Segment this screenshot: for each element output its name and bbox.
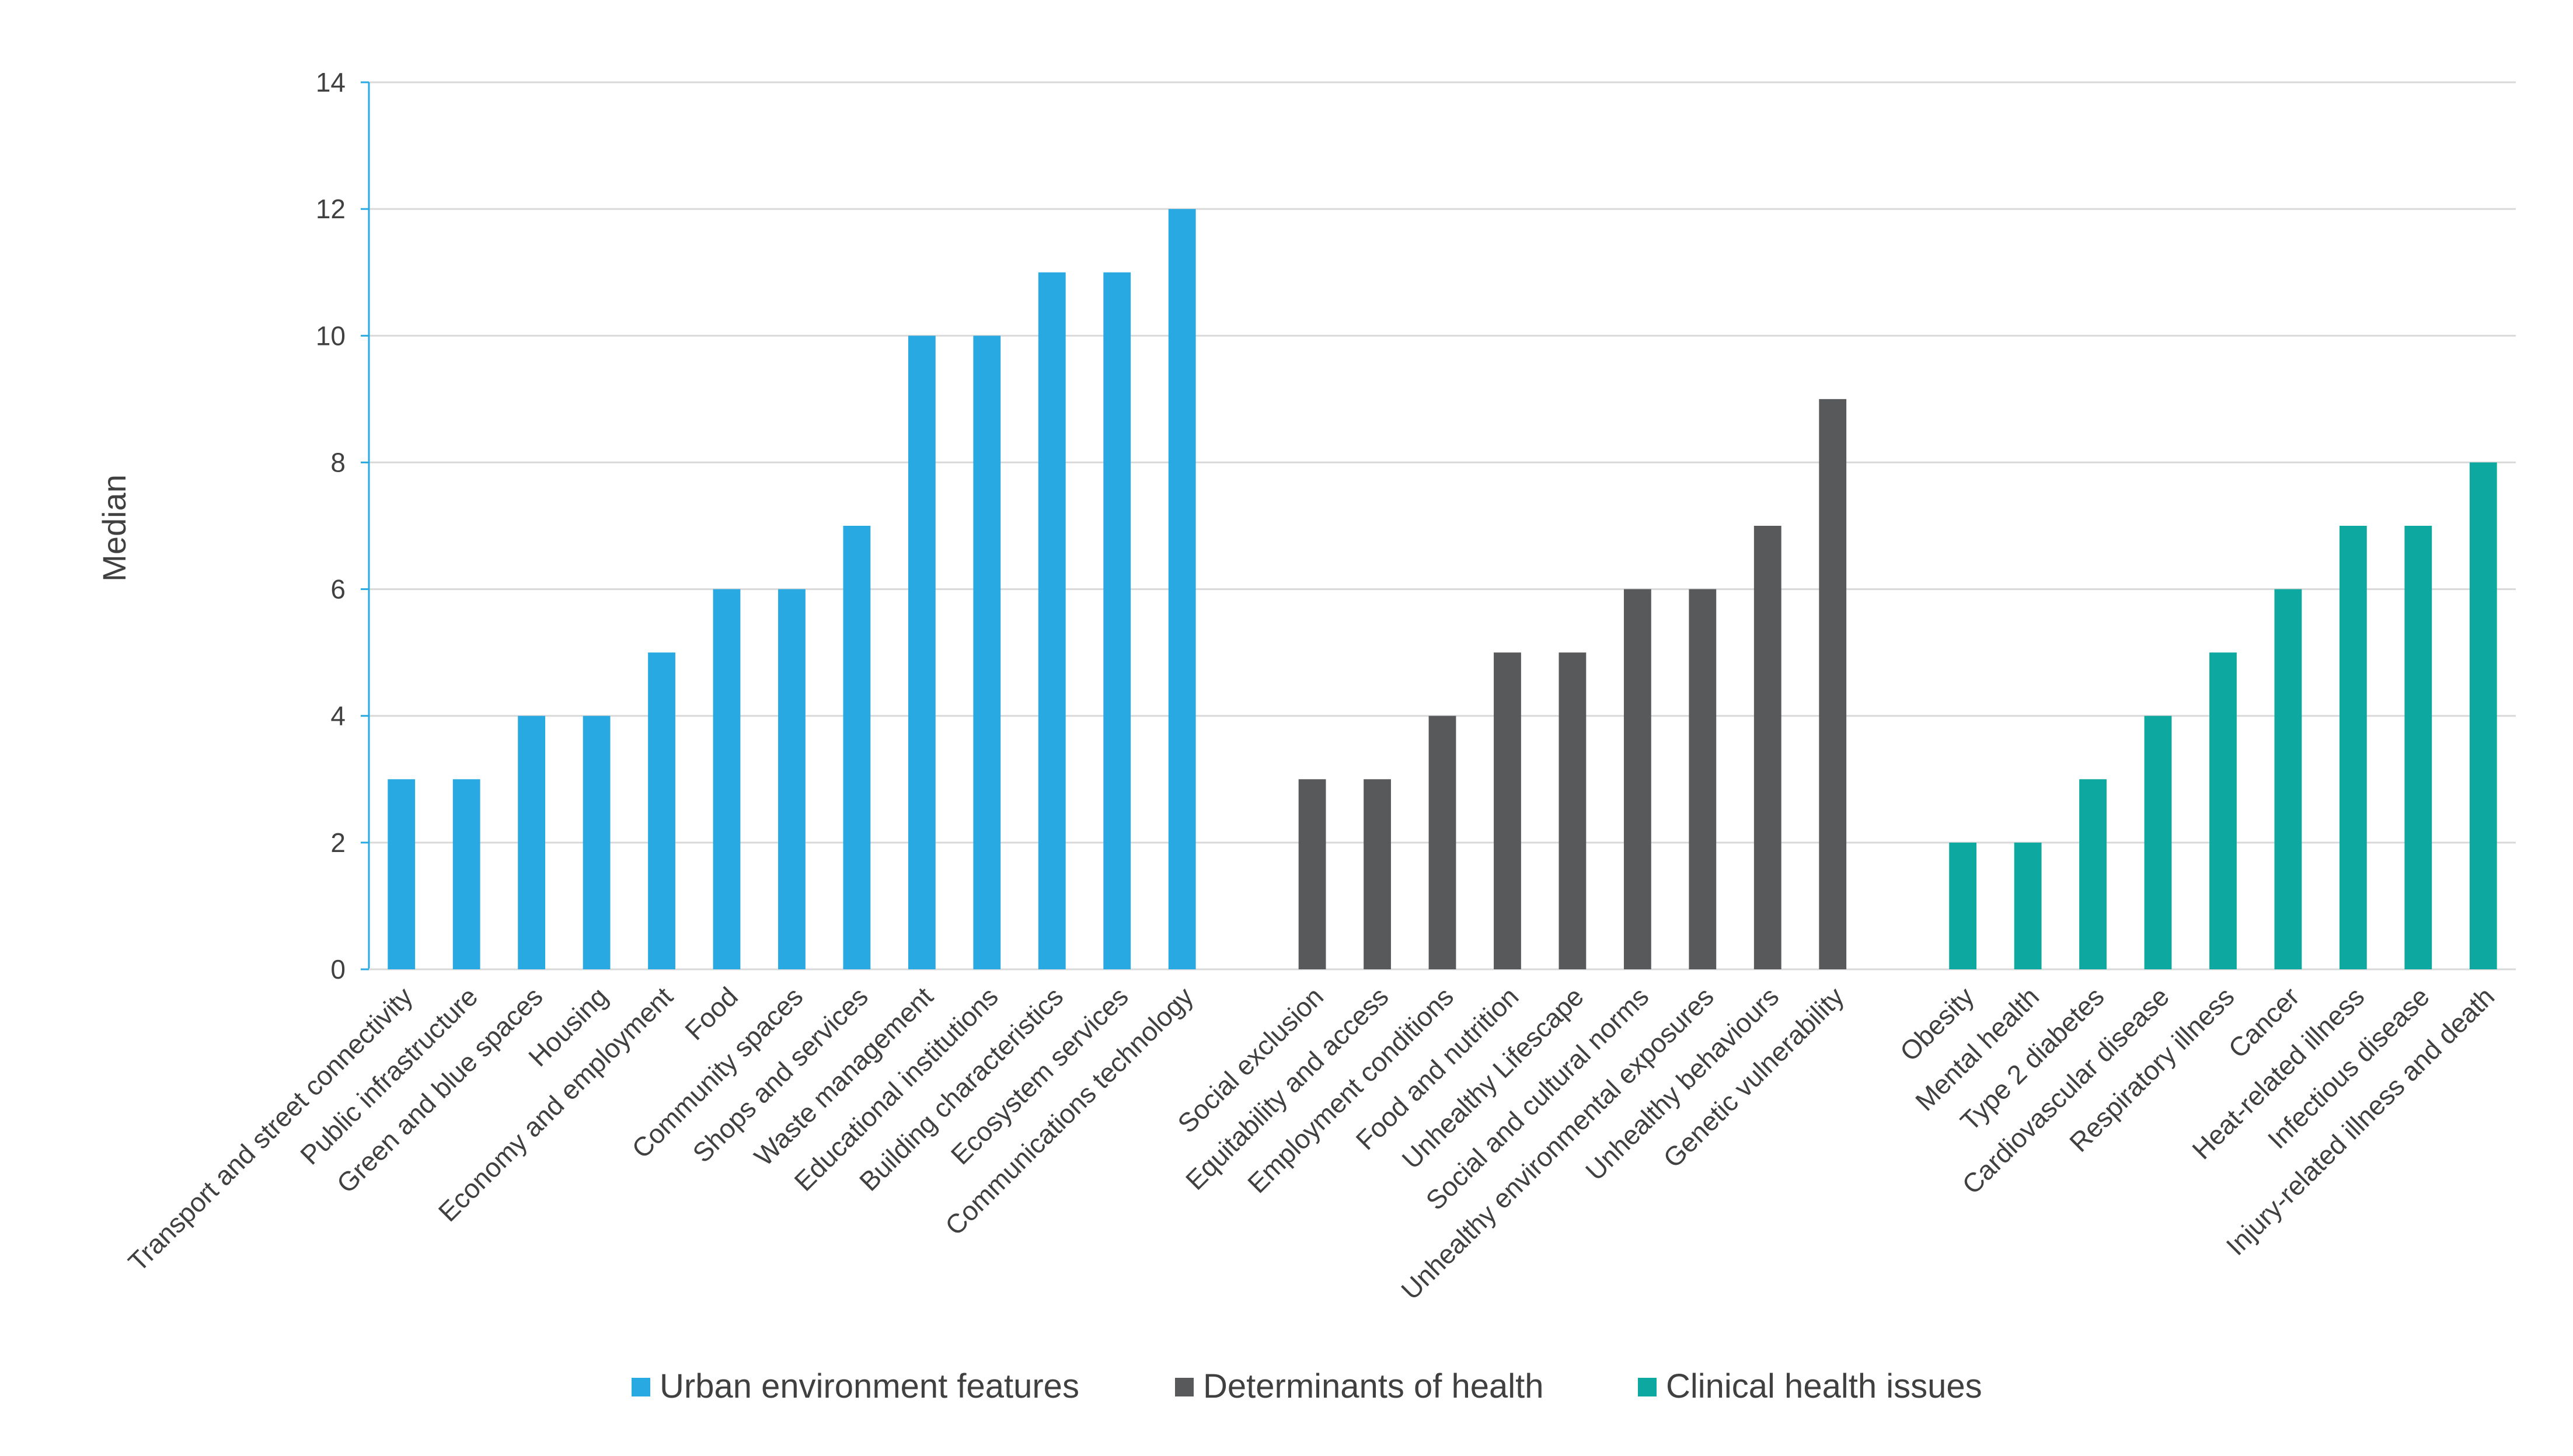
y-tick-label: 2 (330, 827, 346, 858)
bar (2144, 715, 2172, 969)
bar (388, 779, 416, 969)
bar (713, 589, 741, 969)
bar (2339, 526, 2367, 969)
y-axis-label: Median (96, 474, 133, 582)
bar (908, 336, 936, 970)
legend-swatch (1175, 1378, 1194, 1396)
x-tick-label: Transport and street connectivity (122, 981, 418, 1277)
y-tick-label: 14 (316, 67, 346, 97)
bar (843, 526, 871, 969)
legend-item: Clinical health issues (1638, 1367, 1982, 1405)
bar (1428, 715, 1456, 969)
y-tick-label: 10 (316, 320, 346, 351)
bar (1038, 272, 1066, 969)
bar (973, 336, 1001, 970)
legend-swatch (1638, 1378, 1657, 1396)
bar (1819, 399, 1847, 969)
bar (1689, 589, 1717, 969)
y-tick-label: 4 (330, 701, 346, 731)
bar (1103, 272, 1131, 969)
y-tick-label: 6 (330, 574, 346, 605)
bar (583, 715, 611, 969)
legend: Urban environment features Determinants o… (632, 1367, 1982, 1405)
bar (1168, 209, 1196, 970)
legend-item: Determinants of health (1175, 1367, 1544, 1405)
bar (518, 715, 546, 969)
bar (2274, 589, 2302, 969)
bar (2079, 779, 2107, 969)
bar (648, 652, 675, 969)
bar (1559, 652, 1587, 969)
y-tick-label: 8 (330, 447, 346, 477)
bar (2469, 462, 2497, 969)
bar (1623, 589, 1651, 969)
category-labels: Transport and street connectivityPublic … (122, 981, 2500, 1305)
legend-label: Urban environment features (660, 1367, 1079, 1405)
bar (2014, 842, 2042, 969)
y-tick-label: 12 (316, 194, 346, 224)
y-axis-ticks: 0 2 4 6 8 10 12 14 (316, 67, 369, 984)
bar (1298, 779, 1326, 969)
bar (1364, 779, 1391, 969)
y-tick-label: 0 (330, 954, 346, 984)
bar (1949, 842, 1977, 969)
bars (388, 209, 2497, 970)
bar (778, 589, 806, 969)
legend-item: Urban environment features (632, 1367, 1079, 1405)
legend-label: Clinical health issues (1666, 1367, 1982, 1405)
legend-swatch (632, 1378, 650, 1396)
bar (2404, 526, 2432, 969)
bar (452, 779, 480, 969)
bar (1753, 526, 1781, 969)
legend-label: Determinants of health (1203, 1367, 1544, 1405)
bar (2209, 652, 2237, 969)
bar (1494, 652, 1521, 969)
